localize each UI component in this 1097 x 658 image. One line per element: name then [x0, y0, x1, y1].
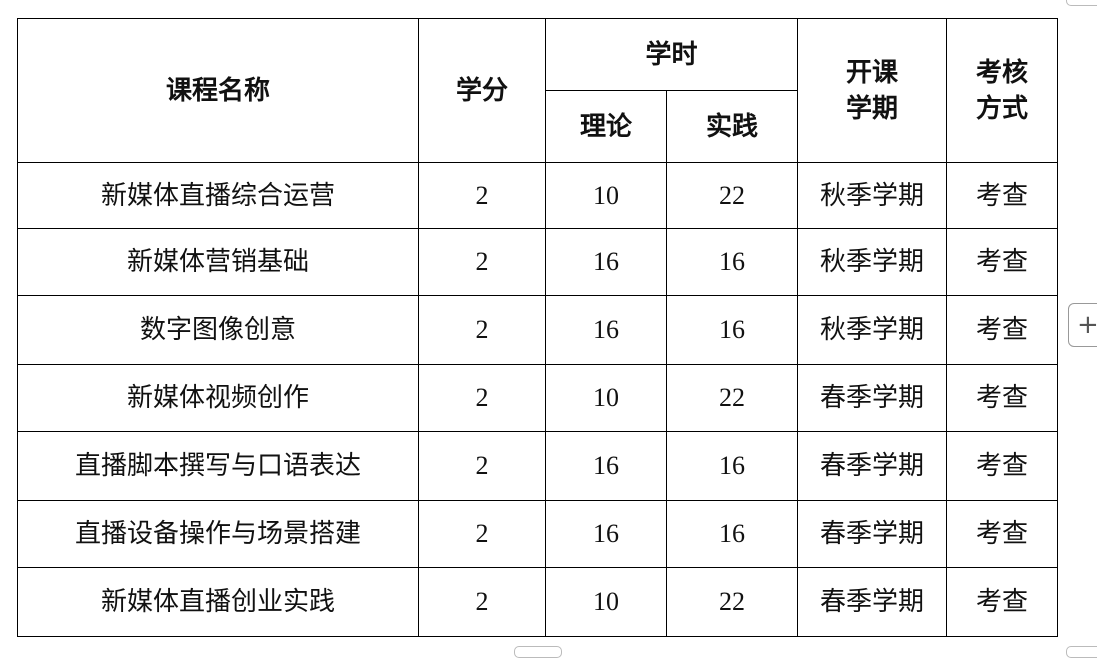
header-hours: 学时 — [544, 18, 799, 91]
table-row: 直播设备操作与场景搭建 2 16 16 春季学期 考查 — [17, 500, 1059, 568]
cell-semester: 春季学期 — [797, 567, 948, 637]
table-row: 新媒体营销基础 2 16 16 秋季学期 考查 — [17, 228, 1059, 296]
corner-handle-top[interactable] — [1066, 0, 1097, 6]
table-row: 新媒体直播创业实践 2 10 22 春季学期 考查 — [17, 567, 1059, 637]
cell-practice: 16 — [665, 295, 799, 365]
cell-name: 新媒体视频创作 — [17, 364, 419, 432]
cell-practice: 16 — [665, 500, 799, 568]
cell-credits: 2 — [418, 364, 546, 432]
header-assessment: 考核 方式 — [946, 18, 1059, 163]
table-row: 新媒体直播综合运营 2 10 22 秋季学期 考查 — [17, 162, 1059, 229]
cell-credits: 2 — [418, 295, 546, 365]
header-assessment-line2: 方式 — [976, 93, 1029, 123]
cell-assessment: 考查 — [946, 162, 1059, 229]
cell-name: 直播设备操作与场景搭建 — [17, 500, 419, 568]
course-table: 课程名称 学分 学时 开课 学期 考核 方式 理论 实践 新媒体直播综合运营 2 10 2… — [17, 18, 1059, 637]
cell-practice: 22 — [665, 567, 799, 637]
cell-name: 数字图像创意 — [17, 295, 419, 365]
cell-assessment: 考查 — [946, 431, 1059, 501]
cell-name: 直播脚本撰写与口语表达 — [17, 431, 419, 501]
plus-icon: + — [1077, 310, 1097, 340]
cell-assessment: 考查 — [946, 364, 1059, 432]
cell-name: 新媒体直播创业实践 — [17, 567, 419, 637]
cell-assessment: 考查 — [946, 567, 1059, 637]
header-theory: 理论 — [545, 90, 667, 163]
table-row: 数字图像创意 2 16 16 秋季学期 考查 — [17, 295, 1059, 365]
cell-assessment: 考查 — [946, 295, 1059, 365]
cell-credits: 2 — [418, 228, 546, 296]
cell-credits: 2 — [418, 500, 546, 568]
header-credits: 学分 — [418, 18, 546, 163]
scroll-handle[interactable] — [514, 646, 562, 658]
cell-theory: 16 — [545, 431, 667, 501]
add-button[interactable]: + — [1068, 303, 1097, 347]
cell-theory: 16 — [545, 228, 667, 296]
cell-assessment: 考查 — [946, 500, 1059, 568]
cell-theory: 16 — [545, 295, 667, 365]
cell-credits: 2 — [418, 567, 546, 637]
cell-practice: 22 — [665, 162, 799, 229]
cell-assessment: 考查 — [946, 228, 1059, 296]
subheader-row: 理论 实践 — [18, 90, 1058, 163]
header-row: 课程名称 学分 学时 开课学期 考核方式 — [17, 18, 1059, 163]
cell-practice: 22 — [665, 364, 799, 432]
table-row: 新媒体视频创作 2 10 22 春季学期 考查 — [17, 364, 1059, 432]
cell-semester: 春季学期 — [797, 500, 948, 568]
cell-name: 新媒体直播综合运营 — [17, 162, 419, 229]
cell-semester: 春季学期 — [797, 431, 948, 501]
cell-semester: 秋季学期 — [797, 295, 948, 365]
cell-semester: 秋季学期 — [797, 162, 948, 229]
cell-theory: 10 — [545, 364, 667, 432]
cell-theory: 10 — [545, 162, 667, 229]
cell-credits: 2 — [418, 162, 546, 229]
header-semester: 开课 学期 — [797, 18, 948, 163]
header-practice: 实践 — [665, 90, 799, 163]
cell-semester: 春季学期 — [797, 364, 948, 432]
corner-handle-bottom[interactable] — [1066, 646, 1097, 658]
header-course-name: 课程名称 — [17, 18, 419, 163]
header-semester-line1: 开课 — [846, 57, 899, 87]
table-row: 直播脚本撰写与口语表达 2 16 16 春季学期 考查 — [17, 431, 1059, 501]
cell-practice: 16 — [665, 431, 799, 501]
header-assessment-line1: 考核 — [976, 57, 1029, 87]
cell-theory: 10 — [545, 567, 667, 637]
header-semester-line2: 学期 — [846, 93, 899, 123]
cell-credits: 2 — [418, 431, 546, 501]
cell-theory: 16 — [545, 500, 667, 568]
cell-name: 新媒体营销基础 — [17, 228, 419, 296]
cell-practice: 16 — [665, 228, 799, 296]
cell-semester: 秋季学期 — [797, 228, 948, 296]
